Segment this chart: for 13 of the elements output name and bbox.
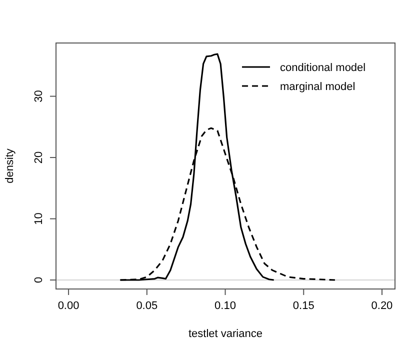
x-tick-label: 0.05 <box>136 300 158 312</box>
x-tick-label: 0.15 <box>292 300 314 312</box>
x-tick-label: 0.20 <box>371 300 393 312</box>
x-axis-title: testlet variance <box>188 328 262 340</box>
x-tick-label: 0.00 <box>58 300 80 312</box>
y-axis-title: density <box>4 148 16 184</box>
y-tick-label: 10 <box>33 212 45 225</box>
legend-label: marginal model <box>280 81 356 93</box>
y-tick-label: 0 <box>33 276 45 284</box>
x-tick-label: 0.10 <box>214 300 236 312</box>
y-tick-label: 30 <box>33 90 45 102</box>
legend-label: conditional model <box>280 62 366 74</box>
y-tick-label: 20 <box>33 151 45 164</box>
